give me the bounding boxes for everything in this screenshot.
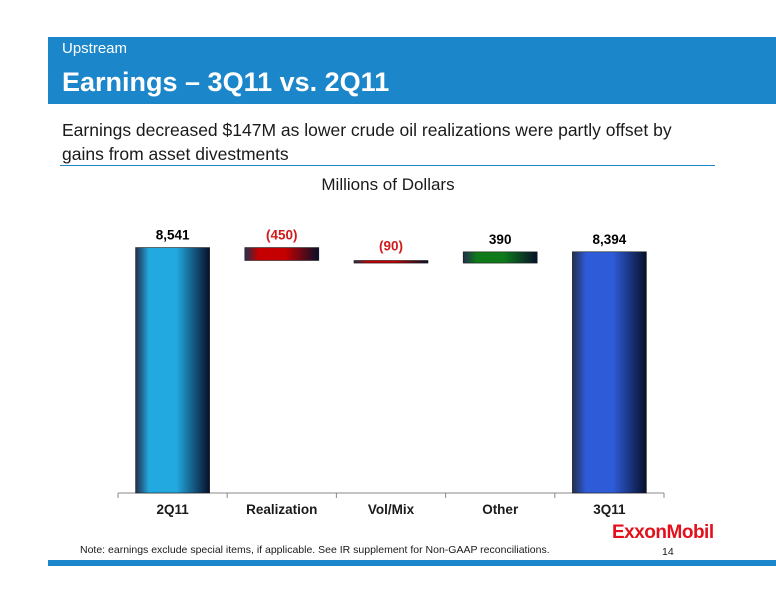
- section-label: Upstream: [62, 40, 128, 57]
- bar-3q11: [572, 251, 647, 494]
- bar-2q11: [135, 247, 210, 494]
- bar-vol-mix: [353, 260, 429, 264]
- x-tick-label: 2Q11: [156, 502, 189, 517]
- slide-title: Earnings – 3Q11 vs. 2Q11: [62, 67, 390, 97]
- x-tick-label: Vol/Mix: [368, 502, 415, 517]
- footnote: Note: earnings exclude special items, if…: [80, 544, 550, 556]
- bar-other: [462, 251, 538, 264]
- data-label: (450): [266, 228, 298, 243]
- x-tick-label: Realization: [246, 502, 317, 517]
- data-label: 8,541: [156, 228, 190, 243]
- data-label: 390: [489, 232, 512, 247]
- exxonmobil-logo: ExxonMobil: [612, 522, 714, 544]
- page-number: 14: [662, 546, 674, 558]
- logo-text: ExxonMobil: [612, 522, 714, 543]
- chart-title: Millions of Dollars: [321, 175, 455, 194]
- divider-rule: [60, 165, 715, 166]
- slide-subtitle: Earnings decreased $147M as lower crude …: [62, 120, 672, 164]
- header-band: Upstream Earnings – 3Q11 vs. 2Q11: [48, 37, 776, 104]
- data-label: (90): [379, 238, 403, 253]
- footer-band: [48, 560, 776, 566]
- x-tick-label: 3Q11: [593, 502, 626, 517]
- bar-realization: [244, 247, 320, 261]
- data-label: 8,394: [593, 232, 627, 247]
- x-tick-label: Other: [482, 502, 519, 517]
